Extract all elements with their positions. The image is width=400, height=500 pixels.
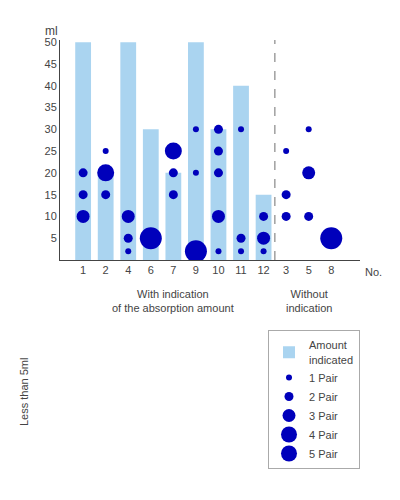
svg-text:1: 1 <box>80 264 86 276</box>
svg-text:10: 10 <box>45 210 57 222</box>
svg-text:2: 2 <box>103 264 109 276</box>
svg-text:9: 9 <box>193 264 199 276</box>
svg-text:25: 25 <box>45 145 57 157</box>
svg-text:3: 3 <box>283 264 289 276</box>
svg-text:4 Pair: 4 Pair <box>309 429 338 441</box>
svg-text:1 Pair: 1 Pair <box>309 372 338 384</box>
svg-text:35: 35 <box>45 101 57 113</box>
svg-text:3 Pair: 3 Pair <box>309 410 338 422</box>
svg-text:10: 10 <box>212 264 224 276</box>
svg-text:2 Pair: 2 Pair <box>309 391 338 403</box>
svg-text:6: 6 <box>148 264 154 276</box>
svg-text:15: 15 <box>45 189 57 201</box>
svg-text:30: 30 <box>45 123 57 135</box>
svg-text:7: 7 <box>170 264 176 276</box>
svg-text:12: 12 <box>257 264 269 276</box>
svg-text:ml: ml <box>45 24 58 38</box>
svg-text:20: 20 <box>45 167 57 179</box>
svg-text:Withoutindication: Withoutindication <box>286 288 332 314</box>
svg-text:50: 50 <box>45 36 57 48</box>
svg-text:Less than 5ml: Less than 5ml <box>18 358 30 426</box>
svg-text:5: 5 <box>51 232 57 244</box>
svg-text:With indicationof the absorpti: With indicationof the absorption amount <box>112 288 234 314</box>
svg-text:8: 8 <box>328 264 334 276</box>
svg-text:45: 45 <box>45 58 57 70</box>
svg-text:4: 4 <box>125 264 131 276</box>
svg-text:40: 40 <box>45 80 57 92</box>
svg-text:11: 11 <box>235 264 246 276</box>
svg-text:Amountindicated: Amountindicated <box>309 339 353 365</box>
svg-text:5 Pair: 5 Pair <box>309 448 338 460</box>
svg-text:No.: No. <box>365 266 382 278</box>
svg-text:5: 5 <box>306 264 312 276</box>
